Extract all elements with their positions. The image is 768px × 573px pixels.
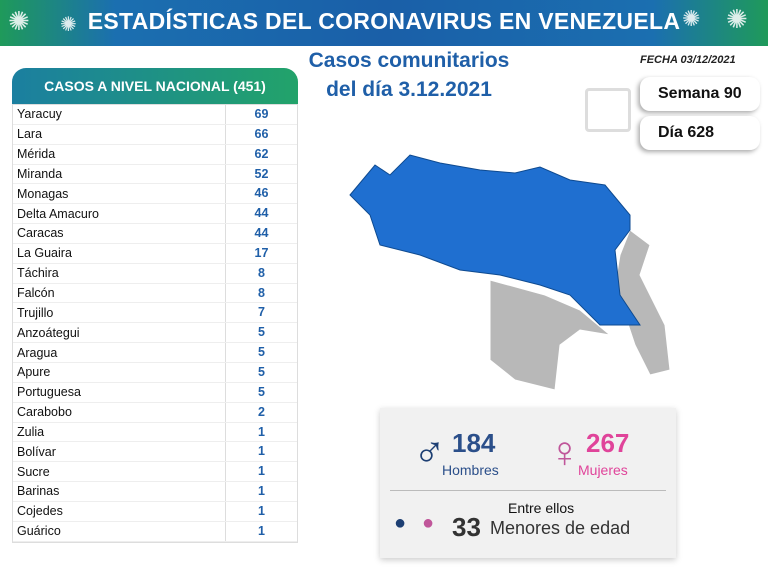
table-row: Bolívar 1 <box>13 442 297 463</box>
table-row: Trujillo 7 <box>13 303 297 324</box>
table-title: CASOS A NIVEL NACIONAL (451) <box>12 68 298 104</box>
state-name: Carabobo <box>17 405 72 420</box>
state-name: Cojedes <box>17 504 63 519</box>
case-count: 1 <box>225 422 297 442</box>
woman-icon: ♀ <box>548 428 581 477</box>
table-row: Lara 66 <box>13 124 297 145</box>
subtitle-line2: del día 3.12.2021 <box>326 78 492 101</box>
case-count: 8 <box>225 283 297 303</box>
table-row: Anzoátegui 5 <box>13 323 297 344</box>
case-count: 8 <box>225 263 297 283</box>
table-row: Monagas 46 <box>13 184 297 205</box>
men-label: Hombres <box>442 462 499 478</box>
state-name: Guárico <box>17 524 61 539</box>
case-count: 52 <box>225 164 297 184</box>
state-name: La Guaira <box>17 246 72 261</box>
calendar-icon <box>585 88 631 132</box>
date-label: FECHA 03/12/2021 <box>640 54 736 66</box>
page-title: ESTADÍSTICAS DEL CORONAVIRUS EN VENEZUEL… <box>87 8 681 34</box>
virus-icon: ✺ <box>682 6 701 31</box>
case-count: 44 <box>225 204 297 224</box>
case-count: 44 <box>225 224 297 243</box>
table-row: Táchira 8 <box>13 263 297 284</box>
venezuela-map <box>349 154 670 391</box>
case-count: 62 <box>225 144 297 164</box>
table-row: Mérida 62 <box>13 144 297 165</box>
table-row: La Guaira 17 <box>13 243 297 264</box>
women-label: Mujeres <box>578 462 628 478</box>
case-count: 5 <box>225 323 297 343</box>
table-row: Delta Amacuro 44 <box>13 204 297 225</box>
case-count: 66 <box>225 124 297 144</box>
table-row: Cojedes 1 <box>13 501 297 522</box>
table-row: Yaracuy 69 <box>13 105 297 125</box>
man-icon: ♂ <box>413 428 446 477</box>
state-name: Portuguesa <box>17 385 81 400</box>
table-row: Carabobo 2 <box>13 402 297 423</box>
state-name: Sucre <box>17 464 50 479</box>
map-region-covid-states <box>349 154 641 326</box>
table-row: Aragua 5 <box>13 343 297 363</box>
case-count: 2 <box>225 402 297 422</box>
case-count: 17 <box>225 243 297 263</box>
case-count: 1 <box>225 521 297 541</box>
state-name: Trujillo <box>17 305 54 320</box>
men-count: 184 <box>452 428 496 458</box>
case-count: 5 <box>225 343 297 362</box>
header-banner: ✺ ✺ ESTADÍSTICAS DEL CORONAVIRUS EN VENE… <box>0 0 768 46</box>
case-count: 1 <box>225 442 297 462</box>
state-name: Caracas <box>17 226 64 241</box>
case-count: 7 <box>225 303 297 323</box>
state-name: Lara <box>17 127 43 142</box>
day-badge: Día 628 <box>640 116 760 150</box>
virus-icon: ✺ <box>8 6 30 36</box>
week-badge: Semana 90 <box>640 77 760 111</box>
map-region-bolivar-amazonas <box>489 279 612 391</box>
state-name: Táchira <box>17 266 59 281</box>
table-row: Sucre 1 <box>13 462 297 483</box>
minors-count: 33 <box>452 512 481 542</box>
case-count: 1 <box>225 501 297 521</box>
table-row: Miranda 52 <box>13 164 297 185</box>
state-name: Barinas <box>17 484 60 499</box>
state-name: Falcón <box>17 286 55 301</box>
demographics-panel: ♂ 184 Hombres ♀ 267 Mujeres Entre ellos … <box>380 408 676 558</box>
table-row: Guárico 1 <box>13 521 297 542</box>
divider <box>390 490 666 491</box>
table-row: Barinas 1 <box>13 482 297 502</box>
cases-table: Yaracuy 69 Lara 66 Mérida 62 Miranda 52 Monagas 4… <box>12 104 298 543</box>
table-row: Apure 5 <box>13 362 297 383</box>
case-count: 1 <box>225 462 297 482</box>
virus-icon: ✺ <box>726 4 748 34</box>
state-name: Anzoátegui <box>17 325 80 340</box>
state-name: Aragua <box>17 345 58 360</box>
table-row: Falcón 8 <box>13 283 297 304</box>
among-them-label: Entre ellos <box>508 500 575 516</box>
table-row: Caracas 44 <box>13 224 297 244</box>
minors-label: Menores de edad <box>490 518 631 538</box>
case-count: 1 <box>225 482 297 501</box>
state-name: Apure <box>17 365 51 380</box>
table-row: Zulia 1 <box>13 422 297 443</box>
case-count: 5 <box>225 382 297 402</box>
state-name: Delta Amacuro <box>17 206 99 221</box>
state-name: Mérida <box>17 147 56 162</box>
child-icon: ● <box>394 512 407 534</box>
child-icon: ● <box>422 512 435 534</box>
women-count: 267 <box>586 428 630 458</box>
subtitle: Casos comunitarios del día 3.12.2021 <box>300 46 518 104</box>
case-count: 46 <box>225 184 297 204</box>
state-name: Yaracuy <box>17 107 62 122</box>
state-name: Bolívar <box>17 444 56 459</box>
state-name: Miranda <box>17 166 63 181</box>
case-count: 69 <box>225 105 297 124</box>
subtitle-line1: Casos comunitarios <box>308 49 510 72</box>
virus-icon: ✺ <box>60 14 77 36</box>
state-name: Monagas <box>17 186 69 201</box>
state-name: Zulia <box>17 424 45 439</box>
table-row: Portuguesa 5 <box>13 382 297 403</box>
case-count: 5 <box>225 362 297 382</box>
